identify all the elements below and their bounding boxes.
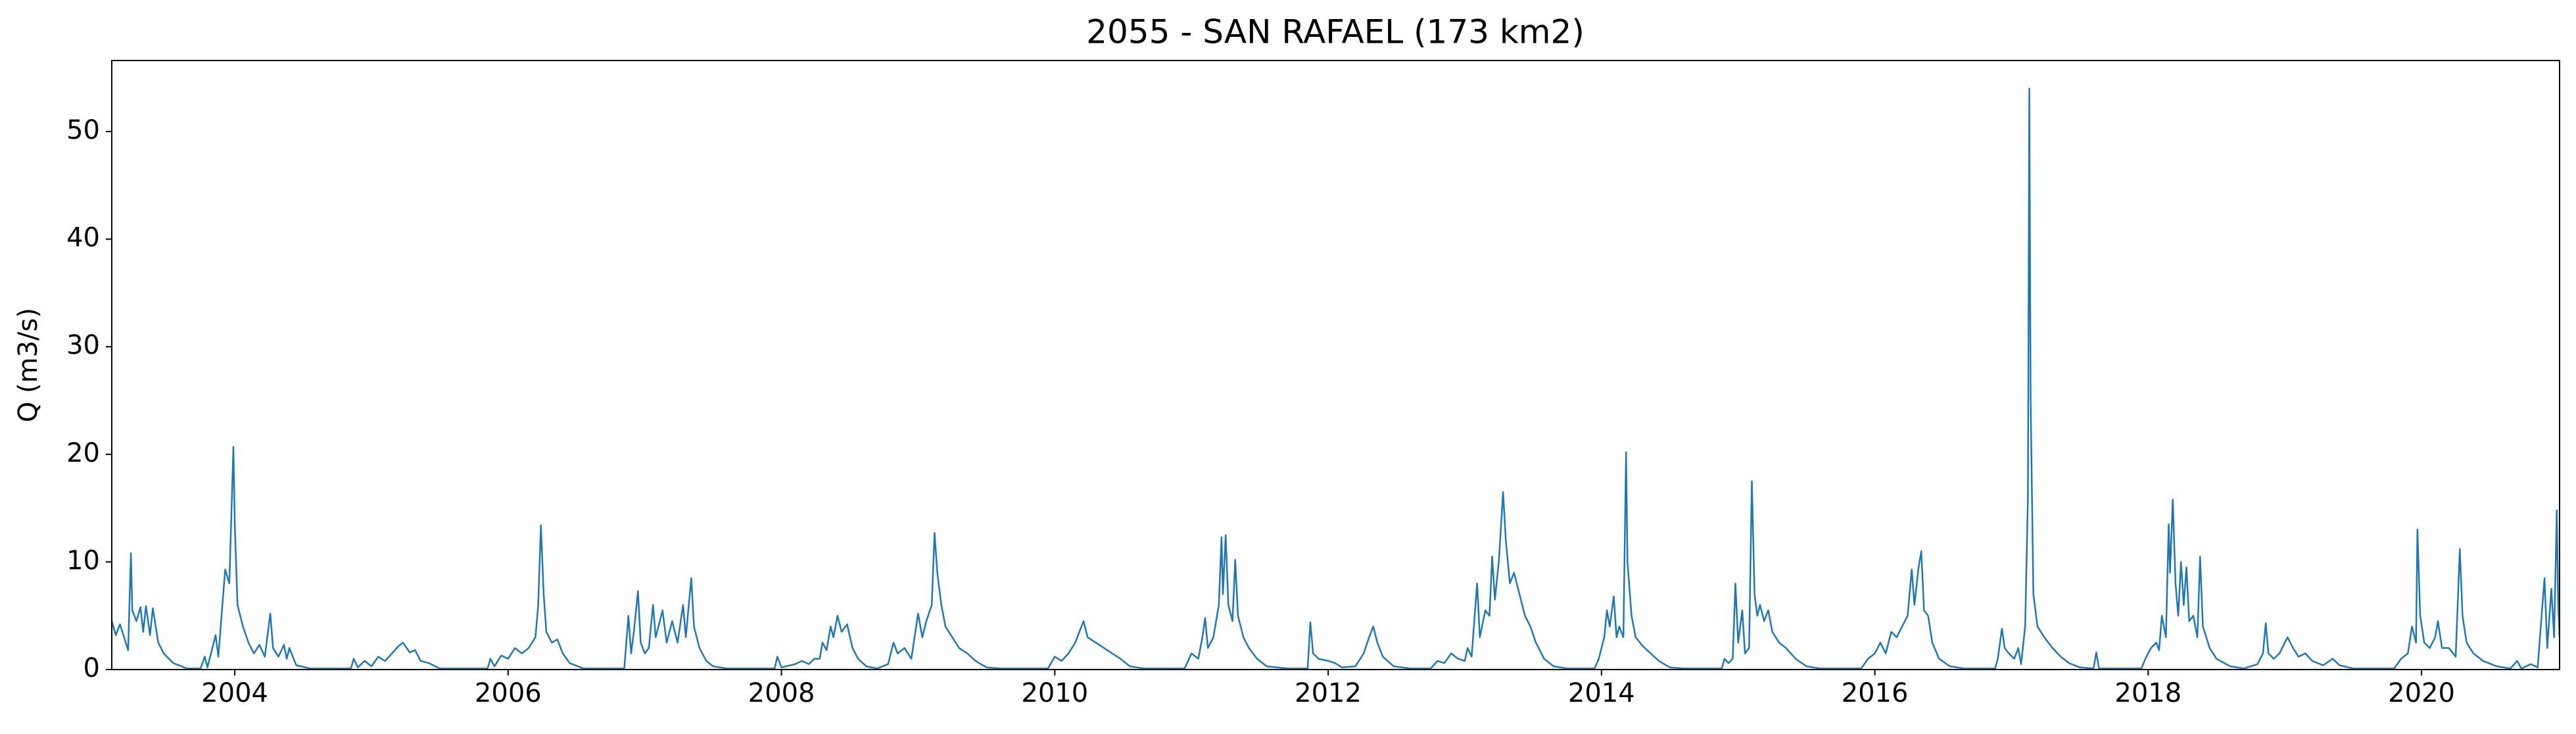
x-tick-label: 2004 [201,678,268,708]
y-tick-label: 0 [83,653,100,683]
y-tick-label: 50 [66,115,100,145]
x-tick-label: 2018 [2114,678,2182,708]
x-tick-label: 2014 [1568,678,1635,708]
x-tick-label: 2006 [475,678,542,708]
y-tick-label: 10 [66,545,100,575]
x-tick-label: 2010 [1021,678,1088,708]
y-tick-label: 40 [66,223,100,253]
x-tick-label: 2008 [748,678,815,708]
x-tick-label: 2020 [2388,678,2455,708]
plot-frame [111,60,2560,670]
x-tick-label: 2012 [1295,678,1362,708]
chart-title: 2055 - SAN RAFAEL (173 km2) [1086,13,1585,51]
y-tick-label: 30 [66,330,100,360]
y-axis-label: Q (m3/s) [13,308,43,422]
x-tick-label: 2016 [1842,678,1909,708]
flow-line [112,87,2560,670]
y-tick-label: 20 [66,438,100,468]
